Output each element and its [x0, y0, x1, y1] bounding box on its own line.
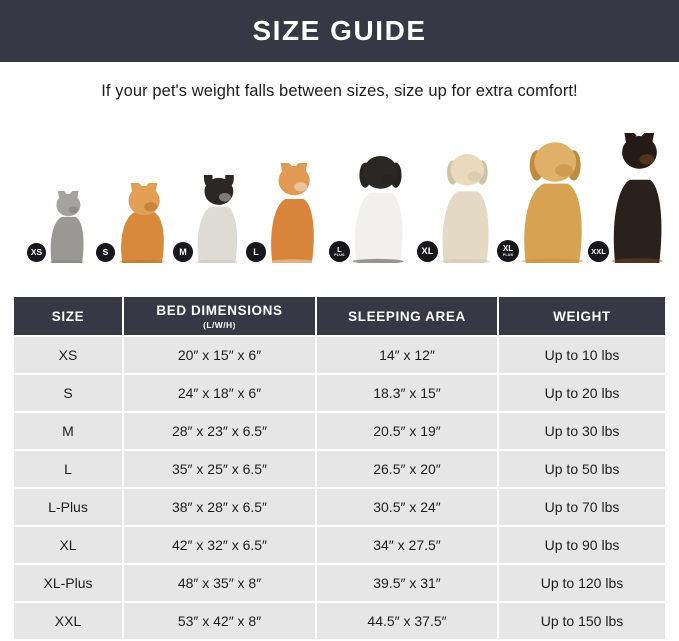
size-cell: L-Plus: [14, 489, 122, 525]
pet-photo-xl: [436, 151, 492, 264]
size-badge-xl: XL: [418, 242, 437, 261]
size-badge-main-label: XL: [502, 243, 514, 253]
pet-photo-l-plus: [348, 153, 406, 264]
table-header-row: SIZE BED DIMENSIONS (L/W/H) SLEEPING ARE…: [14, 297, 665, 335]
table-row: L-Plus 38″ x 28″ x 6.5″ 30.5″ x 24″ Up to 7…: [14, 489, 665, 525]
pet-illustration-l-plus: L PLUS: [330, 153, 406, 264]
sleeping-area-cell: 18.3″ x 15″: [317, 375, 497, 411]
table-row: XS 20″ x 15″ x 6″ 14″ x 12″ Up to 10 lbs: [14, 337, 665, 373]
pet-illustration-s: S: [97, 173, 167, 264]
pet-illustration-xs: XS: [28, 184, 86, 264]
size-badge-l: L: [247, 243, 265, 261]
column-header-weight-label: WEIGHT: [553, 308, 611, 324]
size-cell: M: [14, 413, 122, 449]
size-badge-l-plus: L PLUS: [330, 242, 349, 261]
size-badge-main-label: L: [337, 244, 342, 254]
size-badge-main-label: XS: [30, 247, 43, 258]
pet-illustration-holder: XS: [28, 184, 86, 264]
size-cell: L: [14, 451, 122, 487]
pet-illustration-holder: XXL: [589, 122, 665, 264]
column-header-size: SIZE: [14, 297, 122, 335]
pet-illustration-row: XS S M L: [0, 120, 679, 264]
size-badge-xxl: XXL: [589, 242, 608, 261]
pet-illustration-m: M: [174, 168, 240, 264]
weight-cell: Up to 70 lbs: [499, 489, 665, 525]
page-title: SIZE GUIDE: [252, 15, 427, 46]
size-badge-m: M: [174, 243, 192, 261]
table-row: XXL 53″ x 42″ x 8″ 44.5″ x 37.5″ Up to 150 …: [14, 603, 665, 639]
sleeping-area-cell: 34″ x 27.5″: [317, 527, 497, 563]
bed-dimensions-cell: 48″ x 35″ x 8″: [124, 565, 315, 601]
size-badge-main-label: XL: [421, 245, 434, 257]
column-header-bed-dimensions: BED DIMENSIONS (L/W/H): [124, 297, 315, 335]
sleeping-area-cell: 30.5″ x 24″: [317, 489, 497, 525]
size-cell: XL: [14, 527, 122, 563]
pet-illustration-holder: L: [247, 153, 317, 264]
size-cell: XS: [14, 337, 122, 373]
table-row: S 24″ x 18″ x 6″ 18.3″ x 15″ Up to 20 lbs: [14, 375, 665, 411]
size-badge-sub-label: PLUS: [502, 252, 514, 257]
sleeping-area-cell: 14″ x 12″: [317, 337, 497, 373]
pet-illustration-l: L: [247, 153, 317, 264]
sleeping-area-cell: 44.5″ x 37.5″: [317, 603, 497, 639]
pet-illustration-holder: XL: [418, 151, 492, 264]
subtitle-container: If your pet's weight falls between sizes…: [0, 62, 679, 120]
weight-cell: Up to 30 lbs: [499, 413, 665, 449]
table-row: L 35″ x 25″ x 6.5″ 26.5″ x 20″ Up to 50 lbs: [14, 451, 665, 487]
pet-illustration-holder: XL PLUS: [498, 139, 586, 264]
size-badge-xl-plus: XL PLUS: [498, 241, 518, 261]
size-badge-xs: XS: [28, 244, 45, 261]
size-badge-main-label: S: [102, 247, 109, 258]
bed-dimensions-cell: 42″ x 32″ x 6.5″: [124, 527, 315, 563]
sleeping-area-cell: 20.5″ x 19″: [317, 413, 497, 449]
column-header-bed-dimensions-label: BED DIMENSIONS: [156, 302, 283, 318]
weight-cell: Up to 120 lbs: [499, 565, 665, 601]
size-guide-header-bar: SIZE GUIDE: [0, 0, 679, 62]
pet-photo-m: [192, 168, 240, 264]
pet-illustration-xl: XL: [418, 151, 492, 264]
column-header-sleeping-area: SLEEPING AREA: [317, 297, 497, 335]
size-badge-sub-label: PLUS: [334, 252, 345, 257]
size-cell: XL-Plus: [14, 565, 122, 601]
bed-dimensions-cell: 53″ x 42″ x 8″: [124, 603, 315, 639]
table-row: M 28″ x 23″ x 6.5″ 20.5″ x 19″ Up to 30 lbs: [14, 413, 665, 449]
pet-photo-xl-plus: [516, 139, 586, 264]
pet-illustration-xl-plus: XL PLUS: [498, 139, 586, 264]
size-badge-main-label: XXL: [591, 246, 606, 256]
column-header-size-label: SIZE: [51, 308, 85, 324]
size-cell: S: [14, 375, 122, 411]
pet-photo-l: [265, 153, 317, 264]
bed-dimensions-cell: 35″ x 25″ x 6.5″: [124, 451, 315, 487]
bed-dimensions-cell: 38″ x 28″ x 6.5″: [124, 489, 315, 525]
weight-cell: Up to 10 lbs: [499, 337, 665, 373]
bed-dimensions-cell: 20″ x 15″ x 6″: [124, 337, 315, 373]
sleeping-area-cell: 26.5″ x 20″: [317, 451, 497, 487]
column-header-sleeping-area-label: SLEEPING AREA: [348, 308, 466, 324]
pet-illustration-holder: M: [174, 168, 240, 264]
sleeping-area-cell: 39.5″ x 31″: [317, 565, 497, 601]
weight-cell: Up to 20 lbs: [499, 375, 665, 411]
weight-cell: Up to 150 lbs: [499, 603, 665, 639]
pet-photo-xs: [46, 184, 86, 264]
pet-illustration-xxl: XXL: [589, 122, 665, 264]
pet-illustration-holder: S: [97, 173, 167, 264]
size-badge-s: S: [97, 244, 114, 261]
subtitle-text: If your pet's weight falls between sizes…: [101, 81, 578, 100]
size-badge-main-label: M: [179, 246, 187, 257]
pet-photo-xxl: [607, 122, 665, 264]
column-header-bed-dimensions-sublabel: (L/W/H): [203, 319, 236, 330]
size-badge-main-label: L: [253, 246, 259, 257]
table-row: XL 42″ x 32″ x 6.5″ 34″ x 27.5″ Up to 90 lb…: [14, 527, 665, 563]
pet-photo-s: [115, 173, 167, 264]
bed-dimensions-cell: 24″ x 18″ x 6″: [124, 375, 315, 411]
size-cell: XXL: [14, 603, 122, 639]
pet-illustration-holder: L PLUS: [330, 153, 406, 264]
table-row: XL-Plus 48″ x 35″ x 8″ 39.5″ x 31″ Up to 12…: [14, 565, 665, 601]
size-chart-table: SIZE BED DIMENSIONS (L/W/H) SLEEPING ARE…: [14, 297, 665, 641]
bed-dimensions-cell: 28″ x 23″ x 6.5″: [124, 413, 315, 449]
column-header-weight: WEIGHT: [499, 297, 665, 335]
weight-cell: Up to 90 lbs: [499, 527, 665, 563]
table-body: XS 20″ x 15″ x 6″ 14″ x 12″ Up to 10 lbs S 24…: [14, 337, 665, 639]
weight-cell: Up to 50 lbs: [499, 451, 665, 487]
